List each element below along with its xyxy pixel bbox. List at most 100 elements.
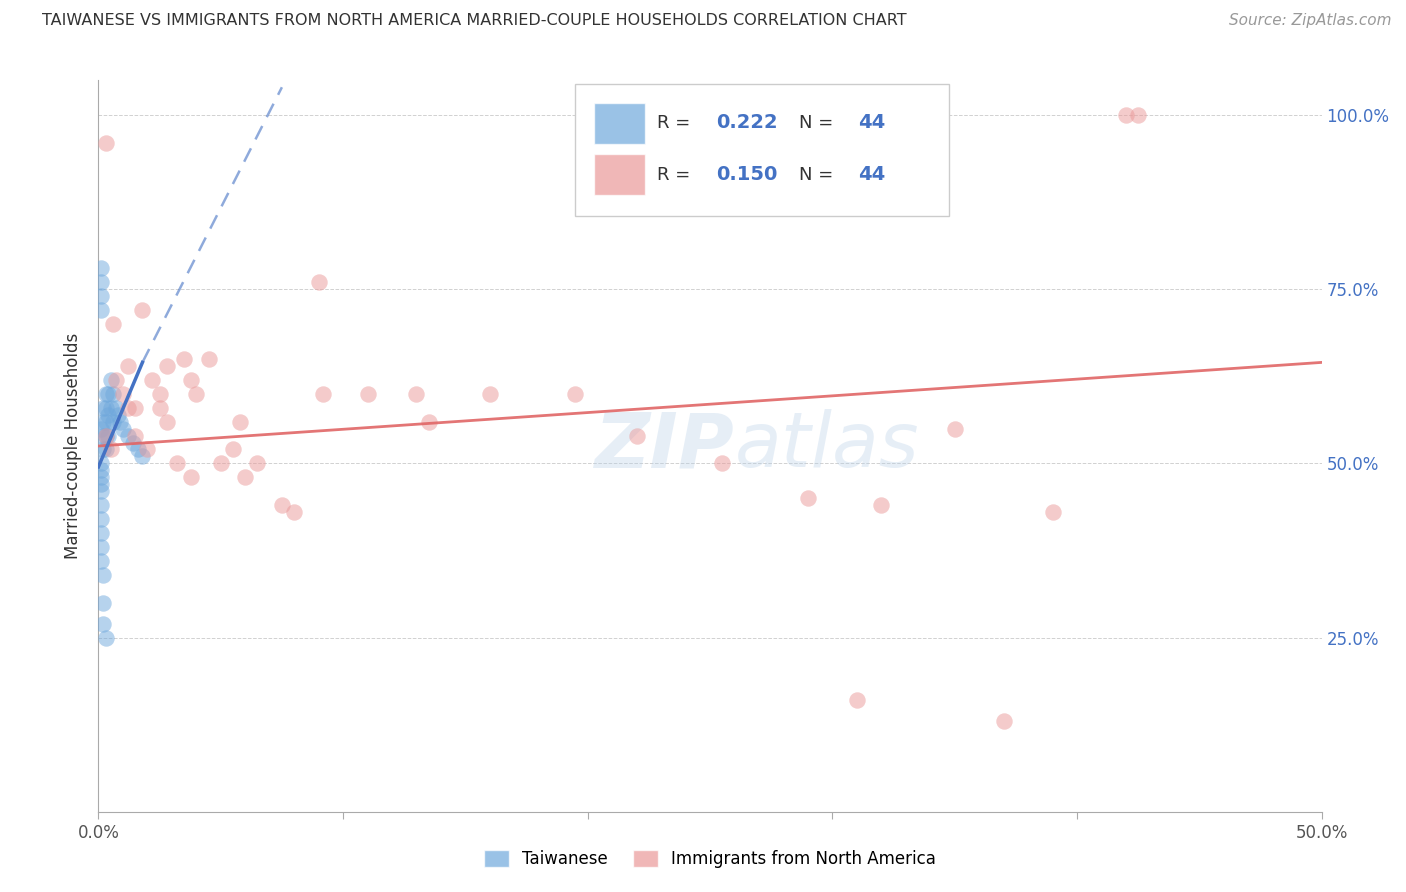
Point xyxy=(90,421,112,435)
Point xyxy=(101,415,124,429)
Point xyxy=(870,498,893,512)
Point xyxy=(156,415,179,429)
Point xyxy=(101,317,124,331)
Y-axis label: Married-couple Households: Married-couple Households xyxy=(65,333,83,559)
Point xyxy=(110,415,132,429)
Point xyxy=(117,401,139,415)
Point xyxy=(1115,108,1137,122)
Point xyxy=(90,554,112,568)
Point xyxy=(90,484,112,499)
Point xyxy=(197,351,219,366)
Point xyxy=(111,421,134,435)
Point xyxy=(131,450,153,464)
Point xyxy=(149,401,172,415)
Point xyxy=(90,477,112,491)
Point xyxy=(100,373,122,387)
Point xyxy=(117,428,139,442)
Point xyxy=(91,442,114,457)
Point xyxy=(478,386,501,401)
Point xyxy=(180,470,202,484)
Point xyxy=(91,428,114,442)
Point xyxy=(127,442,149,457)
Point xyxy=(180,373,202,387)
Point xyxy=(94,136,117,150)
Point xyxy=(101,386,124,401)
Point xyxy=(136,442,159,457)
Text: 0.222: 0.222 xyxy=(716,113,778,132)
Point xyxy=(564,386,586,401)
Point xyxy=(141,373,163,387)
Point xyxy=(94,401,117,415)
Point xyxy=(943,421,966,435)
Point xyxy=(797,491,820,506)
Point xyxy=(97,386,120,401)
Legend: Taiwanese, Immigrants from North America: Taiwanese, Immigrants from North America xyxy=(475,842,945,877)
Point xyxy=(356,386,378,401)
Text: R =: R = xyxy=(658,166,696,184)
Point xyxy=(993,714,1015,728)
Point xyxy=(94,386,117,401)
Point xyxy=(312,386,335,401)
Text: 0.150: 0.150 xyxy=(716,165,778,184)
Point xyxy=(418,415,440,429)
Point xyxy=(1042,505,1064,519)
Point xyxy=(283,505,305,519)
Text: 44: 44 xyxy=(858,165,886,184)
Point xyxy=(90,470,112,484)
Point xyxy=(131,303,153,318)
Point xyxy=(1128,108,1150,122)
Point xyxy=(94,631,117,645)
Point xyxy=(229,415,252,429)
Point xyxy=(94,415,117,429)
Point xyxy=(270,498,294,512)
Text: N =: N = xyxy=(800,166,839,184)
Point xyxy=(233,470,256,484)
Point xyxy=(246,457,269,471)
Point xyxy=(222,442,245,457)
Text: ZIP: ZIP xyxy=(595,409,734,483)
Point xyxy=(405,386,427,401)
Point xyxy=(90,261,112,276)
Point xyxy=(90,463,112,477)
Point xyxy=(90,540,112,554)
Point xyxy=(91,616,114,631)
Point xyxy=(97,408,120,422)
Point xyxy=(166,457,188,471)
Point xyxy=(91,596,114,610)
Point xyxy=(149,386,172,401)
Point xyxy=(97,428,120,442)
Point xyxy=(124,401,146,415)
Text: 44: 44 xyxy=(858,113,886,132)
Point xyxy=(90,275,112,289)
Point xyxy=(626,428,648,442)
Point xyxy=(94,428,117,442)
Point xyxy=(94,442,117,457)
FancyBboxPatch shape xyxy=(593,103,645,144)
Point xyxy=(90,526,112,541)
Point xyxy=(308,275,330,289)
Point xyxy=(121,435,143,450)
Point xyxy=(186,386,208,401)
Text: Source: ZipAtlas.com: Source: ZipAtlas.com xyxy=(1229,13,1392,29)
Point xyxy=(104,401,127,415)
Text: TAIWANESE VS IMMIGRANTS FROM NORTH AMERICA MARRIED-COUPLE HOUSEHOLDS CORRELATION: TAIWANESE VS IMMIGRANTS FROM NORTH AMERI… xyxy=(42,13,907,29)
Point xyxy=(91,567,114,582)
Point xyxy=(100,442,122,457)
Point xyxy=(94,428,117,442)
Point xyxy=(90,289,112,303)
Text: N =: N = xyxy=(800,113,839,132)
Point xyxy=(90,512,112,526)
FancyBboxPatch shape xyxy=(593,154,645,195)
Point xyxy=(209,457,232,471)
Point xyxy=(100,401,122,415)
Text: R =: R = xyxy=(658,113,696,132)
Point xyxy=(111,386,134,401)
Point xyxy=(173,351,195,366)
Point xyxy=(90,498,112,512)
Text: atlas: atlas xyxy=(734,409,920,483)
Point xyxy=(107,408,129,422)
Point xyxy=(91,415,114,429)
Point xyxy=(90,303,112,318)
FancyBboxPatch shape xyxy=(575,84,949,216)
Point xyxy=(124,428,146,442)
